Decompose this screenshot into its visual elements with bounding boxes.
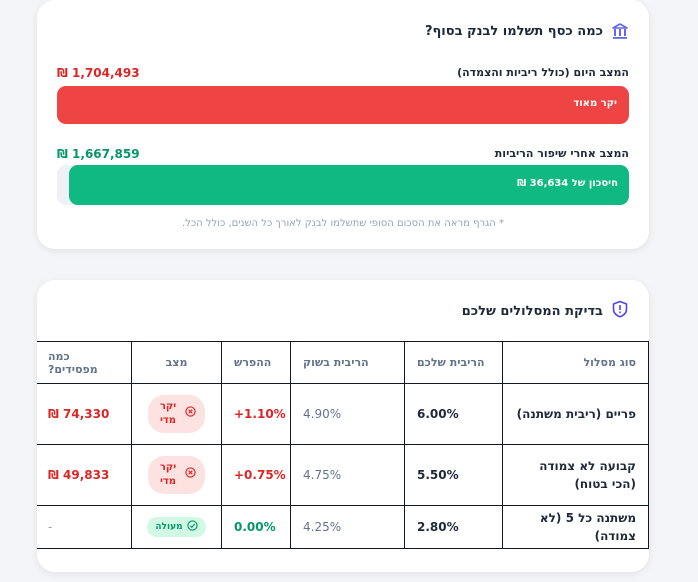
routes-check-title: בדיקת המסלולים שלכם <box>461 303 603 319</box>
check-circle-icon <box>186 520 198 534</box>
improved-state-label: המצב אחרי שיפור הריביות <box>494 147 629 160</box>
loss-amount: ₪ 49,833 <box>37 444 132 506</box>
status-badge: יקר מדי <box>148 456 205 494</box>
rate-difference: +0.75% <box>221 444 291 506</box>
status-badge-text: יקר מדי <box>159 401 177 426</box>
chart-footnote: * הגרף מראה את הסכום הסופי שתשלמו לבנק ל… <box>182 218 504 229</box>
improved-cost-bar-track: חיסכון של 36,634 ₪ <box>57 165 629 205</box>
col-loss: כמה מפסידים? <box>37 341 132 384</box>
your-rate: 5.50% <box>404 444 503 506</box>
market-rate: 4.90% <box>290 383 405 445</box>
route-name: משתנה כל 5 (לא צמודה) <box>502 505 649 549</box>
status-badge-text: יקר מדי <box>159 462 177 487</box>
rate-difference: +1.10% <box>221 383 291 445</box>
status-cell: יקר מדי <box>131 444 222 506</box>
routes-table: סוג מסלול הריבית שלכם הריבית בשוק ההפרש … <box>37 341 649 549</box>
col-your-rate: הריבית שלכם <box>404 341 503 384</box>
status-cell: מעולה <box>131 505 222 549</box>
x-circle-icon <box>185 467 196 483</box>
final-cost-header: כמה כסף תשלמו לבנק בסוף? <box>425 22 629 40</box>
routes-check-card: בדיקת המסלולים שלכם סוג מסלול הריבית שלכ… <box>37 280 649 572</box>
route-name: פריים (ריבית משתנה) <box>502 383 649 445</box>
table-row: משתנה כל 5 (לא צמודה) 2.80% 4.25% 0.00% … <box>37 505 649 549</box>
your-rate: 6.00% <box>404 383 503 445</box>
table-row: פריים (ריבית משתנה) 6.00% 4.90% +1.10% י… <box>37 383 649 445</box>
market-rate: 4.25% <box>290 505 405 549</box>
col-market-rate: הריבית בשוק <box>290 341 405 384</box>
loss-amount: ₪ 74,330 <box>37 383 132 445</box>
shield-info-icon <box>611 300 629 322</box>
current-state-value: ₪ 1,704,493 <box>57 66 140 80</box>
final-cost-title: כמה כסף תשלמו לבנק בסוף? <box>424 23 603 39</box>
current-state-label: המצב היום (כולל ריביות והצמדה) <box>457 66 629 79</box>
table-header-row: סוג מסלול הריבית שלכם הריבית בשוק ההפרש … <box>37 341 649 384</box>
status-cell: יקר מדי <box>131 383 222 445</box>
status-badge-text: מעולה <box>155 522 183 532</box>
final-cost-card: כמה כסף תשלמו לבנק בסוף? המצב היום (כולל… <box>37 0 649 249</box>
bank-icon <box>611 22 629 40</box>
col-difference: ההפרש <box>221 341 291 384</box>
improved-state-value: ₪ 1,667,859 <box>57 147 140 161</box>
rate-difference: 0.00% <box>221 505 291 549</box>
col-status: מצב <box>131 341 222 384</box>
x-circle-icon <box>185 406 196 422</box>
status-badge: יקר מדי <box>148 395 205 433</box>
improved-cost-bar: חיסכון של 36,634 ₪ <box>69 165 629 205</box>
col-route-type: סוג מסלול <box>502 341 649 384</box>
table-row: קבועה לא צמודה (הכי בטוח) 5.50% 4.75% +0… <box>37 444 649 506</box>
current-cost-bar-text: יקר מאוד <box>573 98 617 109</box>
routes-check-header: בדיקת המסלולים שלכם <box>462 300 629 322</box>
your-rate: 2.80% <box>404 505 503 549</box>
market-rate: 4.75% <box>290 444 405 506</box>
status-badge: מעולה <box>147 517 206 537</box>
loss-amount: - <box>37 505 132 549</box>
route-name: קבועה לא צמודה (הכי בטוח) <box>502 444 649 506</box>
current-cost-bar: יקר מאוד <box>57 86 629 124</box>
savings-text: חיסכון של 36,634 ₪ <box>517 178 618 189</box>
